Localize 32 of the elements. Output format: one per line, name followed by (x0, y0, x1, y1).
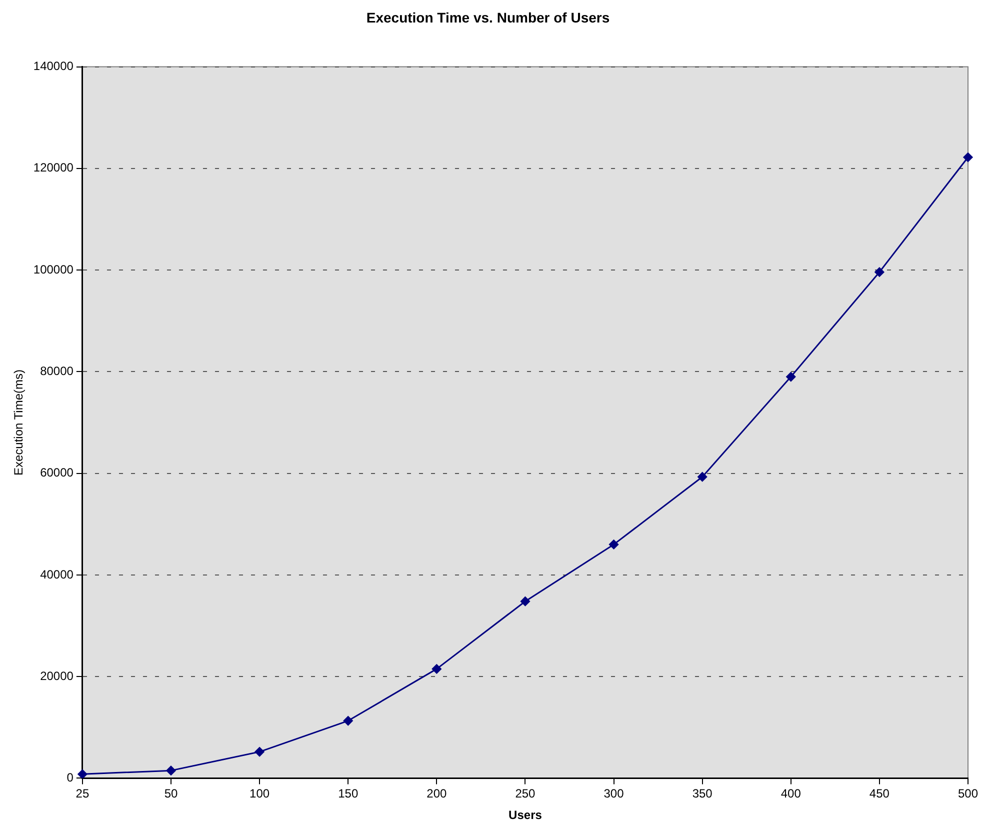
x-tick-label: 300 (604, 786, 624, 801)
x-tick-label: 100 (250, 786, 270, 801)
x-axis-title: Users (508, 808, 542, 822)
y-tick-label: 100000 (33, 262, 74, 276)
point (698, 472, 708, 482)
y-tick-label: 0 (66, 770, 74, 785)
y-tick-label: 20000 (40, 668, 74, 683)
point (432, 664, 442, 674)
chart-title: Execution Time vs. Number of Users (366, 9, 610, 26)
point (963, 152, 973, 162)
x-tick-label: 50 (164, 786, 178, 801)
x-tick-label: 150 (338, 786, 358, 801)
y-axis-title: Execution Time(ms) (12, 369, 26, 476)
x-tick-label: 350 (692, 786, 713, 801)
point (254, 747, 264, 757)
x-tick-label: 250 (515, 786, 536, 801)
y-tick-label: 40000 (40, 567, 74, 582)
x-tick-label: 500 (958, 786, 978, 801)
x-tick-label: 200 (426, 786, 447, 801)
point (786, 372, 796, 382)
point (520, 596, 530, 606)
point (343, 716, 353, 726)
x-tick-label: 400 (780, 786, 802, 801)
point (874, 267, 884, 277)
y-tick-label: 120000 (33, 160, 74, 175)
point (609, 540, 619, 550)
x-tick-label: 450 (869, 786, 890, 801)
point (166, 766, 176, 776)
y-tick-label: 140000 (33, 59, 74, 74)
y-tick-label: 60000 (40, 466, 74, 480)
x-tick-label: 25 (76, 786, 90, 801)
y-tick-label: 80000 (40, 364, 74, 378)
